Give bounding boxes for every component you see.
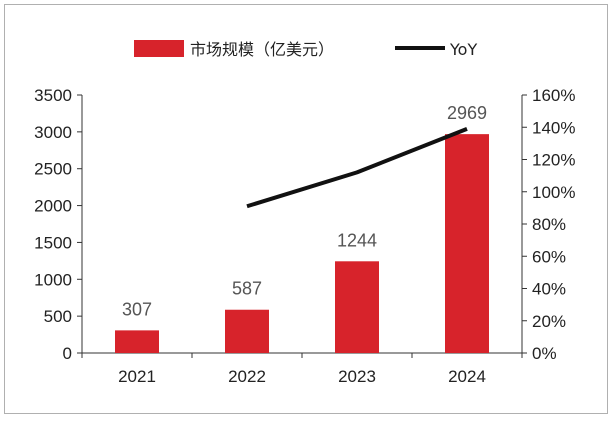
y-right-tick-label: 20% [532,312,566,331]
legend-label-yoy: YoY [449,40,477,59]
y-left-tick-label: 500 [44,307,72,326]
y-right-tick-label: 140% [532,118,575,137]
x-tick-label: 2021 [118,367,156,386]
data-label-2021: 307 [122,299,152,319]
x-tick-label: 2022 [228,367,266,386]
y-left-tick-label: 1500 [34,233,72,252]
y-right-tick-label: 100% [532,183,575,202]
legend: 市场规模（亿美元） YoY [134,40,477,59]
bar-2023 [335,261,379,353]
chart-frame [4,4,608,414]
bar-2021 [115,330,159,353]
y-left-tick-label: 0 [63,344,72,363]
yoy-polyline [246,127,468,209]
x-tick-label: 2024 [448,367,486,386]
y-right-tick-label: 80% [532,215,566,234]
legend-label-market-size: 市场规模（亿美元） [190,40,334,59]
y-left-tick-label: 2500 [34,160,72,179]
y-left-tick-label: 3500 [34,86,72,105]
bar-2022 [225,309,269,353]
y-left-tick-label: 3000 [34,123,72,142]
x-tick-label: 2023 [338,367,376,386]
y-right-tick-label: 60% [532,247,566,266]
y-right-tick-label: 0% [532,344,557,363]
data-labels: 307 587 1244 2969 [122,103,487,319]
y-right-tick-label: 120% [532,151,575,170]
bars [115,134,489,353]
y-left-tick-label: 1000 [34,270,72,289]
data-label-2022: 587 [232,279,262,299]
yoy-line [246,127,468,209]
data-label-2024: 2969 [447,103,487,123]
y-left-tick-label: 2000 [34,197,72,216]
y-right-tick-label: 160% [532,86,575,105]
bar-2024 [445,134,489,353]
data-label-2023: 1244 [337,230,377,250]
legend-swatch-market-size [134,40,184,57]
y-right-tick-label: 40% [532,280,566,299]
